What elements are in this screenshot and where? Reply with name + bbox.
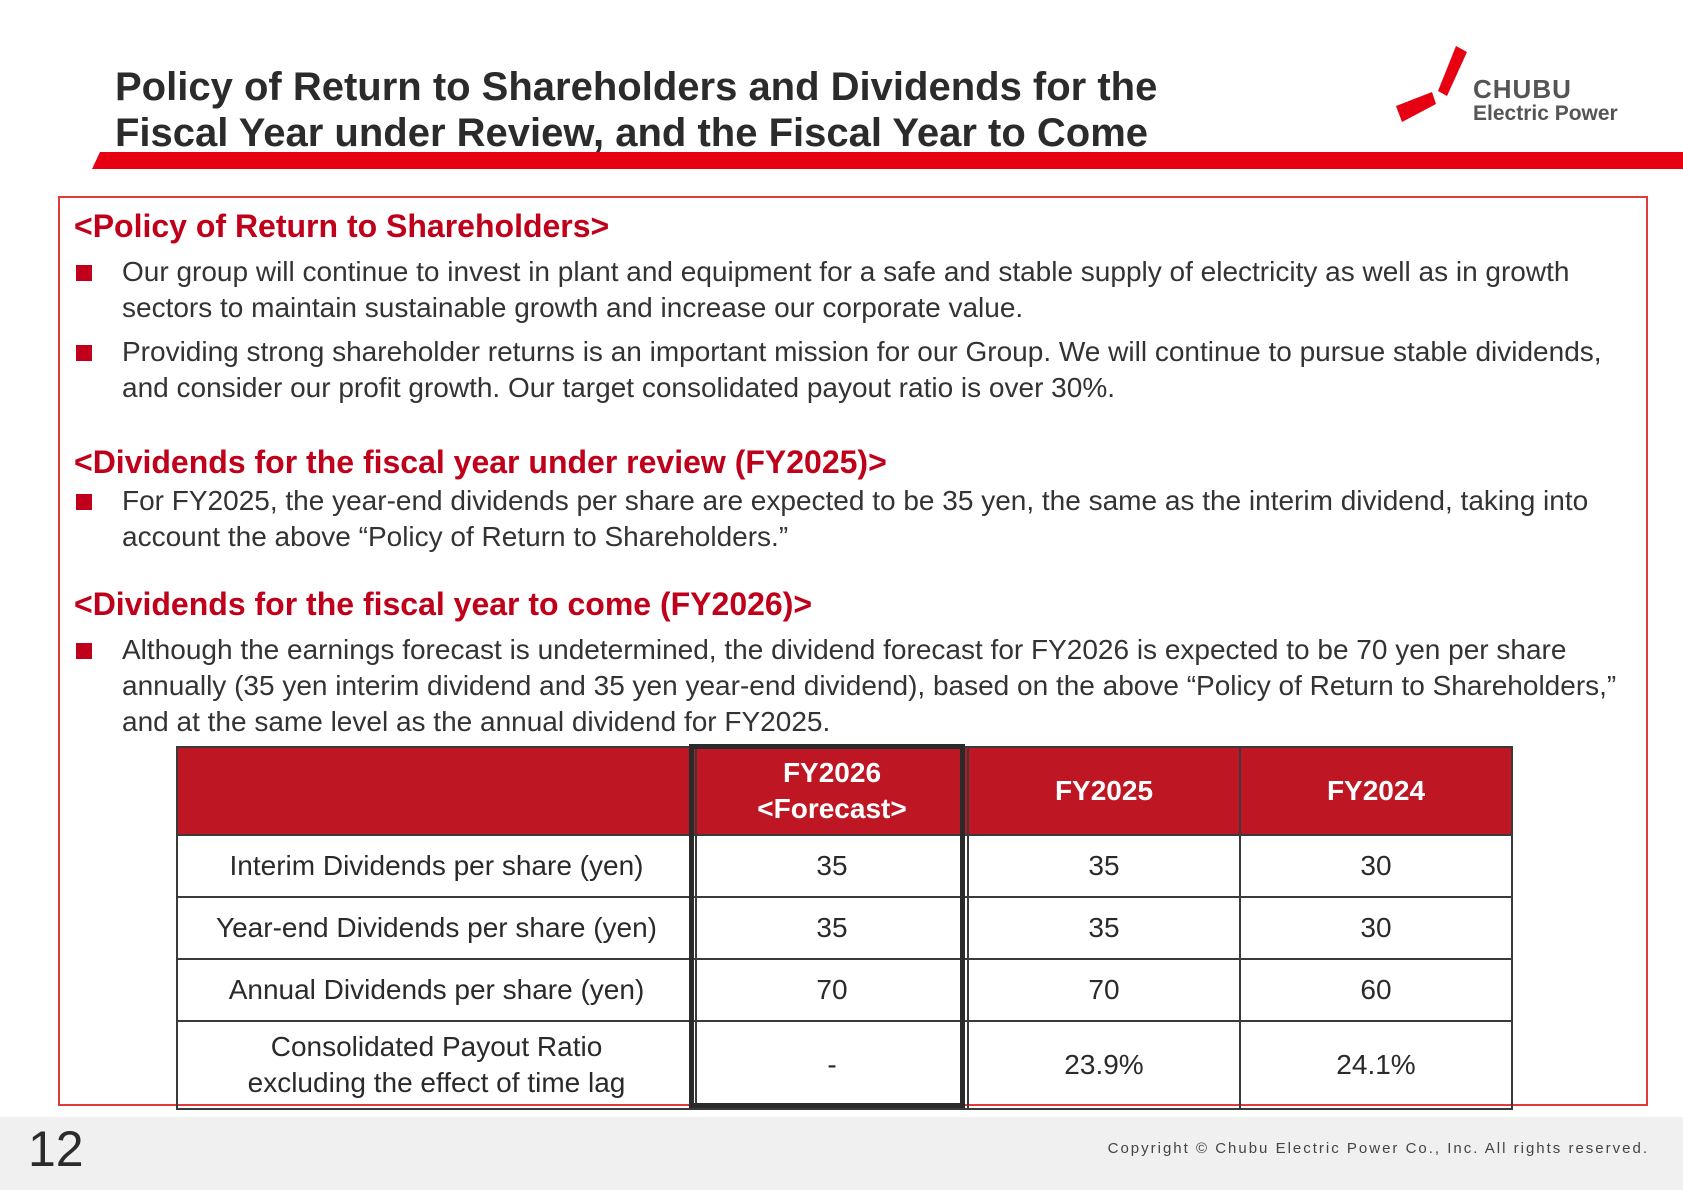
cell-fy2025: 35 bbox=[967, 834, 1241, 898]
table-row: Year-end Dividends per share (yen) 35 35… bbox=[176, 896, 1513, 960]
section-heading-fy2025: <Dividends for the fiscal year under rev… bbox=[74, 444, 887, 480]
cell-fy2025: 35 bbox=[967, 896, 1241, 960]
bullet-fy2025-1: For FY2025, the year-end dividends per s… bbox=[74, 483, 1624, 555]
title-line-2: Fiscal Year under Review, and the Fiscal… bbox=[115, 111, 1149, 155]
table-header-row: FY2026 <Forecast> FY2025 FY2024 bbox=[176, 746, 1513, 836]
header-cell-empty bbox=[176, 746, 697, 836]
title-line-1: Policy of Return to Shareholders and Div… bbox=[115, 65, 1158, 109]
dividends-table: FY2026 <Forecast> FY2025 FY2024 Interim … bbox=[176, 746, 1513, 1110]
copyright-notice: Copyright © Chubu Electric Power Co., In… bbox=[1107, 1140, 1649, 1157]
section-heading-fy2026: <Dividends for the fiscal year to come (… bbox=[74, 586, 813, 622]
table-row: Annual Dividends per share (yen) 70 70 6… bbox=[176, 958, 1513, 1022]
header-divider-bar bbox=[92, 152, 1683, 169]
table-row: Consolidated Payout Ratio excluding the … bbox=[176, 1020, 1513, 1110]
section-heading-policy: <Policy of Return to Shareholders> bbox=[74, 208, 610, 244]
square-bullet-icon bbox=[76, 265, 92, 281]
logo-text-electric-power: Electric Power bbox=[1473, 102, 1618, 125]
bullet-fy2026-1: Although the earnings forecast is undete… bbox=[74, 632, 1624, 740]
bullet-text: Providing strong shareholder returns is … bbox=[122, 336, 1602, 403]
header-fy2026-label: FY2026 bbox=[782, 757, 882, 788]
cell-fy2025: 23.9% bbox=[967, 1020, 1241, 1110]
cell-fy2024: 60 bbox=[1239, 958, 1513, 1022]
row-label: Year-end Dividends per share (yen) bbox=[176, 896, 697, 960]
cell-fy2026: - bbox=[695, 1020, 969, 1110]
row-label-line-2: excluding the effect of time lag bbox=[247, 1067, 626, 1098]
page-number: 12 bbox=[28, 1121, 84, 1177]
table-row: Interim Dividends per share (yen) 35 35 … bbox=[176, 834, 1513, 898]
bullet-policy-1: Our group will continue to invest in pla… bbox=[74, 254, 1624, 326]
cell-fy2025: 70 bbox=[967, 958, 1241, 1022]
row-label: Interim Dividends per share (yen) bbox=[176, 834, 697, 898]
cell-fy2024: 30 bbox=[1239, 896, 1513, 960]
row-label: Consolidated Payout Ratio excluding the … bbox=[176, 1020, 697, 1110]
bullet-policy-2: Providing strong shareholder returns is … bbox=[74, 334, 1624, 406]
bullet-text: Although the earnings forecast is undete… bbox=[122, 634, 1617, 737]
bullet-text: For FY2025, the year-end dividends per s… bbox=[122, 485, 1589, 552]
cell-fy2024: 30 bbox=[1239, 834, 1513, 898]
square-bullet-icon bbox=[76, 345, 92, 361]
cell-fy2024: 24.1% bbox=[1239, 1020, 1513, 1110]
header-forecast-label: <Forecast> bbox=[757, 793, 907, 824]
square-bullet-icon bbox=[76, 494, 92, 510]
cell-fy2026: 35 bbox=[695, 896, 969, 960]
footer-bar bbox=[0, 1117, 1683, 1190]
square-bullet-icon bbox=[76, 643, 92, 659]
bullet-text: Our group will continue to invest in pla… bbox=[122, 256, 1570, 323]
row-label: Annual Dividends per share (yen) bbox=[176, 958, 697, 1022]
row-label-line-1: Consolidated Payout Ratio bbox=[270, 1031, 603, 1062]
company-logo-mark bbox=[1396, 46, 1467, 122]
header-cell-fy2025: FY2025 bbox=[967, 746, 1241, 836]
logo-text-chubu: CHUBU bbox=[1473, 74, 1572, 104]
page-title: Policy of Return to Shareholders and Div… bbox=[115, 64, 1157, 156]
cell-fy2026: 70 bbox=[695, 958, 969, 1022]
header-cell-fy2024: FY2024 bbox=[1239, 746, 1513, 836]
cell-fy2026: 35 bbox=[695, 834, 969, 898]
header-cell-fy2026: FY2026 <Forecast> bbox=[695, 746, 969, 836]
